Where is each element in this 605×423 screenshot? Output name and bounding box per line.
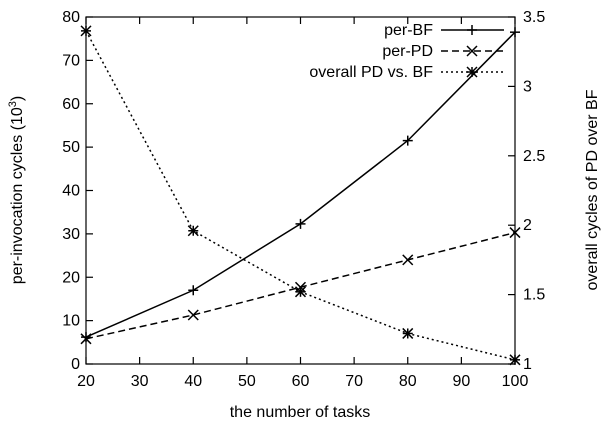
y2-tick-label: 3	[523, 78, 532, 95]
data-point-2	[402, 254, 414, 266]
series-line-3	[85, 30, 516, 361]
x-tick-label: 20	[77, 373, 95, 390]
y-tick-label: 70	[62, 52, 80, 69]
y2-tick-label: 2	[523, 217, 532, 234]
y2-tick-label: 3.5	[523, 9, 545, 26]
y2-tick-label: 1	[523, 356, 532, 373]
y2-tick-label: 1.5	[523, 287, 545, 304]
y-tick-label: 30	[62, 226, 80, 243]
y-tick-label: 20	[62, 269, 80, 286]
data-point-2	[80, 333, 92, 345]
data-point-3	[509, 354, 521, 366]
legend-label: per-BF	[384, 22, 433, 39]
legend-marker	[466, 66, 478, 78]
y-axis-title-end: )	[9, 96, 26, 101]
x-tick-label: 40	[184, 373, 202, 390]
data-point-marker-d2	[402, 327, 414, 339]
x-tick-label: 90	[452, 373, 470, 390]
series-group	[80, 25, 521, 366]
x-tick-label: 100	[502, 373, 529, 390]
data-point-3	[187, 225, 199, 237]
series-line-2	[85, 231, 516, 340]
y2-axis-title: overall cycles of PD over BF	[584, 89, 601, 290]
data-point-3	[80, 25, 92, 37]
y-axis-title-main: per-invocation cycles (10	[9, 107, 26, 284]
y-axis-title-sup: 3	[7, 101, 19, 107]
data-point-2	[509, 227, 521, 239]
y-axis-title: per-invocation cycles (103)	[7, 96, 26, 284]
x-axis-title: the number of tasks	[230, 404, 371, 421]
data-point-1	[295, 218, 306, 229]
x-tick-label: 80	[399, 373, 417, 390]
data-point-3	[402, 327, 414, 339]
axis-ticks: 20 30 40 50 60 70 80 90 100 0 10 20 30 40 50 60 70 80 1 1.5…	[62, 9, 545, 390]
data-point-marker-d2	[80, 25, 92, 37]
data-point-marker-d2	[80, 333, 92, 345]
data-point-3	[294, 286, 307, 298]
data-point-marker-d2	[187, 309, 199, 321]
legend-marker	[467, 25, 477, 35]
data-point-marker-d2	[402, 254, 414, 266]
data-point-1	[402, 135, 413, 146]
x-tick-label: 30	[131, 373, 149, 390]
data-point-marker-d2	[509, 354, 521, 366]
y-tick-label: 40	[62, 183, 80, 200]
legend-marker-d2	[466, 66, 478, 78]
y-tick-label: 50	[62, 139, 80, 156]
y-tick-label: 60	[62, 96, 80, 113]
legend: per-BF per-PD overall PD vs. BF	[309, 22, 504, 81]
legend-marker	[466, 45, 478, 57]
data-point-1	[81, 332, 91, 343]
data-point-marker-d2	[187, 225, 199, 237]
data-point-2	[187, 309, 199, 321]
x-tick-label: 60	[292, 373, 310, 390]
plot-frame	[85, 16, 516, 365]
legend-label: overall PD vs. BF	[309, 64, 433, 81]
x-tick-label: 70	[345, 373, 363, 390]
data-point-1	[510, 27, 520, 38]
y-tick-label: 10	[62, 313, 80, 330]
data-point-marker-d2	[294, 286, 307, 298]
x-tick-label: 50	[238, 373, 256, 390]
y2-tick-label: 2.5	[523, 148, 545, 165]
y-tick-label: 0	[71, 356, 80, 373]
data-point-1	[188, 285, 199, 296]
legend-marker-d2	[466, 45, 478, 57]
y-tick-label: 80	[62, 9, 80, 26]
data-point-marker-d2	[509, 227, 521, 239]
legend-label: per-PD	[382, 43, 433, 60]
